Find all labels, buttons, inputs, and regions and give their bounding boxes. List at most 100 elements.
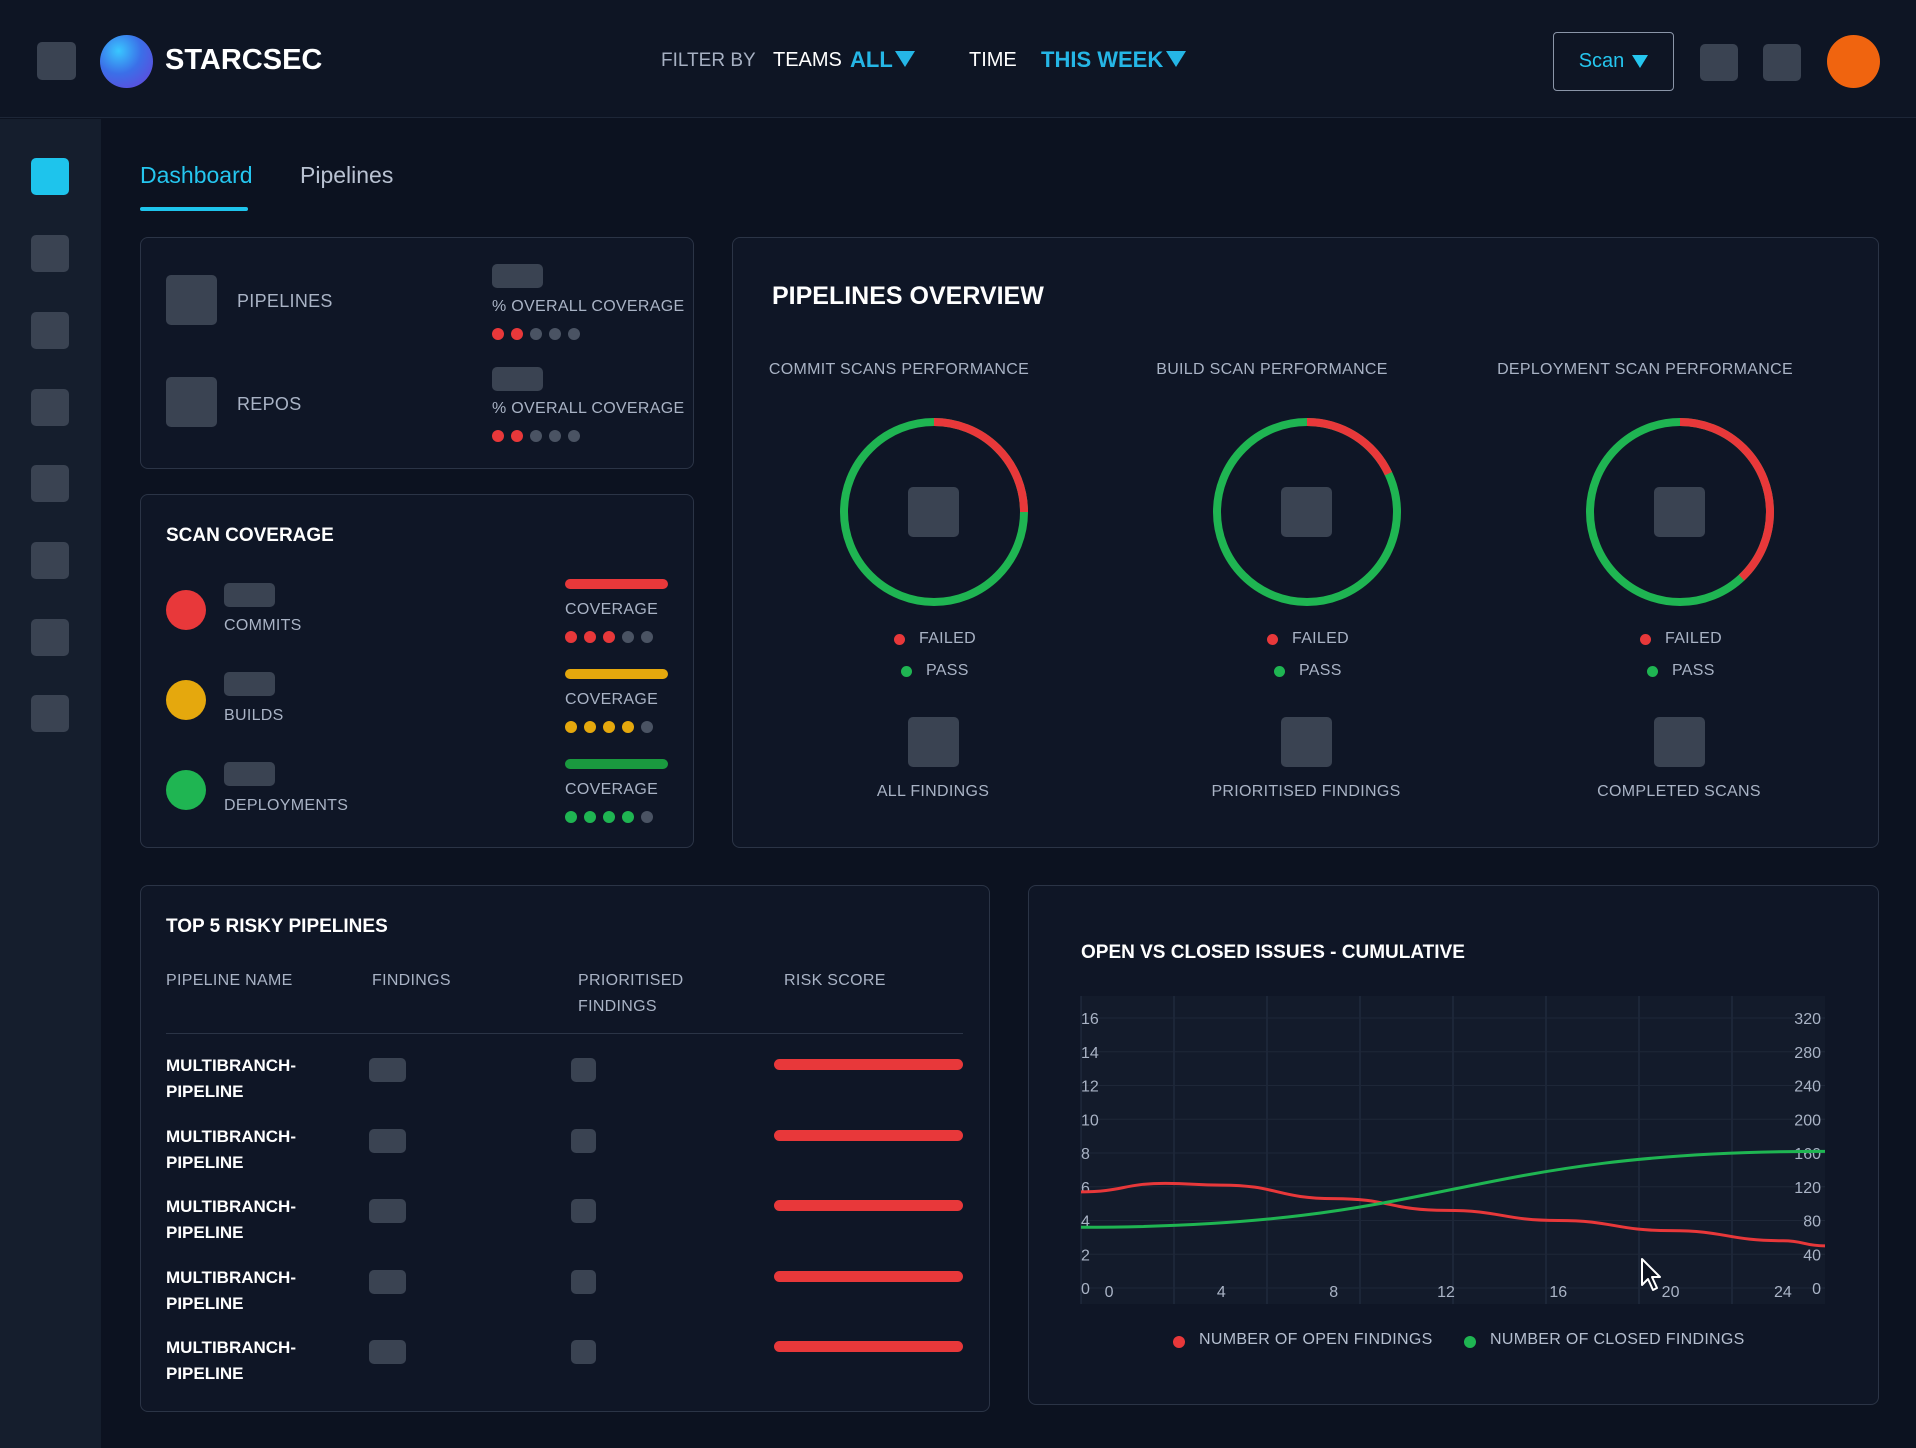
x-tick-12: 12 [1437, 1284, 1455, 1301]
sidebar-item-dashboard[interactable] [31, 158, 69, 195]
scan-chevron-down-icon [1632, 55, 1649, 68]
risky-row-name-4[interactable]: MULTIBRANCH- PIPELINE [166, 1267, 296, 1313]
table-header-divider [166, 1033, 963, 1034]
deployments-count-placeholder [224, 762, 275, 786]
build-scan-title: BUILD SCAN PERFORMANCE [1156, 361, 1388, 378]
builds-count-placeholder [224, 672, 275, 696]
risky-row-prioritised-5 [571, 1340, 596, 1364]
menu-icon[interactable] [37, 42, 76, 80]
open-findings-legend: NUMBER OF OPEN FINDINGS [1199, 1331, 1433, 1348]
time-dropdown[interactable]: THIS WEEK [1041, 47, 1164, 72]
commit-pass-legend-dot [901, 666, 912, 677]
pipelines-label: PIPELINES [237, 291, 333, 311]
sidebar-item-3[interactable] [31, 312, 69, 349]
risky-row-name-3[interactable]: MULTIBRANCH- PIPELINE [166, 1197, 296, 1242]
repos-coverage-dot-4 [549, 430, 561, 442]
y-right-tick-80: 80 [1803, 1214, 1821, 1231]
repos-icon [166, 377, 217, 427]
sidebar-item-5[interactable] [31, 465, 69, 502]
pipelines-coverage-dot-2 [511, 328, 523, 340]
deployment-failed-legend: FAILED [1665, 630, 1722, 647]
commit-pass-legend: PASS [926, 662, 969, 679]
pipelines-count-placeholder [492, 264, 543, 288]
sidebar-item-6[interactable] [31, 542, 69, 579]
sidebar [0, 119, 101, 1448]
open-findings-line [1080, 1181, 1826, 1248]
logo-icon [100, 35, 153, 88]
time-chevron-down-icon[interactable] [1166, 51, 1186, 67]
builds-coverage-dot-1 [565, 721, 577, 733]
y-left-tick-6: 6 [1081, 1180, 1090, 1197]
commits-status-dot [166, 590, 206, 630]
sidebar-item-7[interactable] [31, 619, 69, 656]
risky-row-risk-bar-4 [774, 1270, 963, 1282]
sidebar-item-2[interactable] [31, 235, 69, 272]
risky-row-prioritised-1 [571, 1058, 596, 1082]
commits-coverage-dot-2 [584, 631, 596, 643]
repos-coverage-dot-3 [530, 430, 542, 442]
build-failed-legend-dot [1267, 634, 1278, 645]
risky-pipelines-title: TOP 5 RISKY PIPELINES [166, 916, 388, 937]
y-right-tick-120: 120 [1794, 1180, 1821, 1197]
risky-row-name-2[interactable]: MULTIBRANCH- PIPELINE [166, 1126, 296, 1172]
build-scan-center-placeholder [1281, 487, 1332, 537]
risky-row-name-1[interactable]: MULTIBRANCH- PIPELINE [166, 1056, 296, 1101]
repos-coverage-label: % OVERALL COVERAGE [492, 400, 685, 417]
pipelines-overview-title: PIPELINES OVERVIEW [772, 282, 1044, 310]
teams-chevron-down-icon[interactable] [895, 51, 915, 67]
commit-scans-center-placeholder [908, 487, 959, 537]
x-tick-4: 4 [1217, 1284, 1226, 1301]
risky-row-risk-bar-5 [774, 1341, 963, 1352]
repos-label: REPOS [237, 394, 302, 414]
y-left-tick-16: 16 [1081, 1011, 1099, 1028]
risky-row-findings-2 [369, 1128, 406, 1153]
builds-status-dot [166, 680, 206, 720]
commits-coverage-dot-3 [603, 631, 615, 643]
y-left-tick-2: 2 [1081, 1247, 1090, 1264]
commit-failed-legend: FAILED [919, 630, 976, 647]
user-avatar[interactable] [1827, 35, 1880, 88]
notifications-icon[interactable] [1700, 44, 1738, 81]
commits-coverage-dot-1 [565, 631, 577, 643]
risky-row-prioritised-2 [571, 1128, 596, 1153]
y-left-tick-8: 8 [1081, 1146, 1090, 1163]
commit-failed-legend-dot [894, 634, 905, 645]
y-left-tick-10: 10 [1081, 1112, 1099, 1129]
y-right-tick-0: 0 [1812, 1281, 1821, 1298]
y-right-tick-160: 160 [1794, 1146, 1821, 1163]
y-left-tick-14: 14 [1081, 1045, 1099, 1062]
teams-label: TEAMS [773, 49, 842, 71]
sidebar-item-4[interactable] [31, 389, 69, 426]
tab-pipelines[interactable]: Pipelines [300, 162, 394, 188]
active-tab-indicator [140, 207, 248, 211]
scan-button-label: Scan [1578, 50, 1625, 72]
commits-coverage-label: COVERAGE [565, 601, 659, 618]
mouse-cursor-icon [1641, 1258, 1661, 1291]
commits-coverage-dot-5 [641, 631, 653, 643]
donut-failed-arc-2 [1213, 418, 1401, 606]
risky-row-findings-3 [369, 1199, 406, 1223]
deployments-label: DEPLOYMENTS [224, 797, 349, 814]
tab-dashboard[interactable]: Dashboard [140, 162, 253, 188]
settings-icon[interactable] [1763, 44, 1801, 81]
sidebar-item-8[interactable] [31, 695, 69, 732]
scan-coverage-card: SCAN COVERAGE COMMITS COVERAGE BUILDS CO… [140, 494, 694, 848]
builds-coverage-label: COVERAGE [565, 691, 659, 708]
summary-card: PIPELINES % OVERALL COVERAGE REPOS % OVE… [140, 237, 694, 469]
brand-name: STARCSEC [165, 44, 323, 76]
col-findings: FINDINGS [372, 972, 451, 989]
pipelines-coverage-dot-1 [492, 328, 504, 340]
top-bar: STARCSEC FILTER BY TEAMS ALL TIME THIS W… [0, 0, 1916, 118]
y-right-tick-320: 320 [1794, 1011, 1821, 1028]
y-right-tick-40: 40 [1803, 1247, 1821, 1264]
scan-button[interactable]: Scan [1553, 32, 1674, 91]
deployments-coverage-dot-1 [565, 811, 577, 823]
deployments-status-dot [166, 770, 206, 810]
risky-row-name-5[interactable]: MULTIBRANCH- PIPELINE [166, 1338, 296, 1383]
scan-performance-donuts [840, 418, 1774, 606]
col-pipeline-name: PIPELINE NAME [166, 972, 293, 989]
teams-dropdown[interactable]: ALL [850, 47, 893, 72]
x-tick-8: 8 [1329, 1284, 1338, 1301]
col-prioritised-findings: PRIORITISED FINDINGS [578, 972, 684, 1015]
risky-row-findings-4 [369, 1269, 406, 1294]
